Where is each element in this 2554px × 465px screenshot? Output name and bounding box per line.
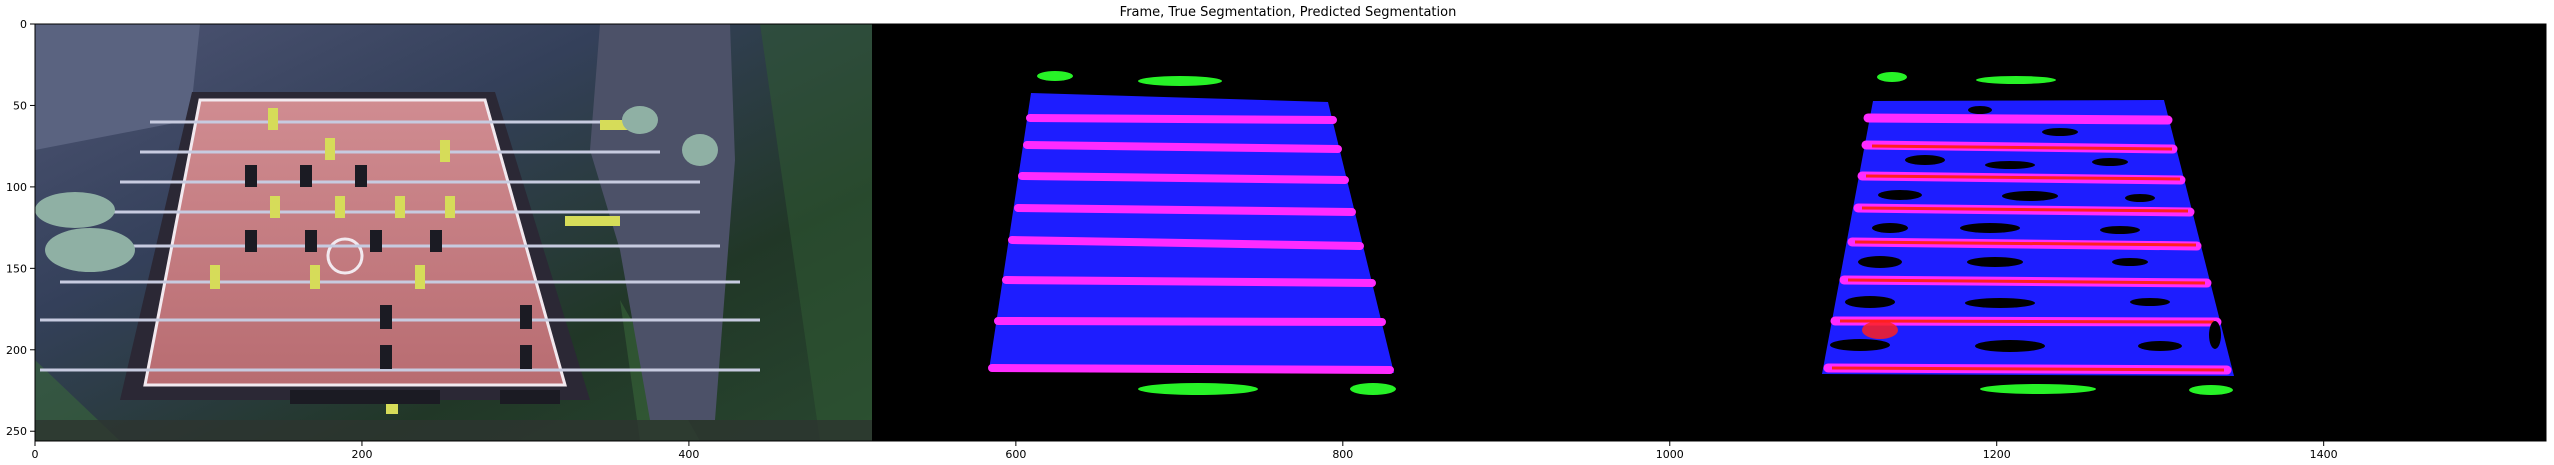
x-tick-label: 400 [678,448,699,461]
y-tick-label: 100 [6,181,27,194]
frame-panel [35,24,872,441]
true-rod-stripes [988,114,1394,374]
true-edge-markers [1037,71,1396,395]
true-table-region [989,93,1394,373]
axes-frame [34,23,2547,442]
x-tick-label: 800 [1332,448,1353,461]
field-lines [143,98,567,387]
x-tick-label: 1200 [1983,448,2011,461]
predicted-segmentation-panel [1822,72,2234,395]
x-tick-label: 1400 [2310,448,2338,461]
center-circle [326,237,364,275]
figure-title: Frame, True Segmentation, Predicted Segm… [1120,5,1457,20]
x-tick-label: 600 [1005,448,1026,461]
y-axis: 0 50 100 150 200 250 [6,18,35,438]
pred-table-region [1822,100,2234,376]
y-tick-label: 50 [13,99,27,112]
person-left [35,24,200,150]
x-tick-label: 1000 [1656,448,1684,461]
true-segmentation-panel [988,71,1396,395]
black-players [245,165,560,404]
pred-red-blob [1862,321,1898,339]
y-tick-label: 200 [6,344,27,357]
x-tick-label: 0 [32,448,39,461]
y-tick-label: 0 [20,18,27,31]
yellow-players [210,108,640,414]
pred-noise-holes [1830,106,2221,352]
hands [35,106,718,272]
x-tick-label: 200 [351,448,372,461]
plot-area [34,23,2547,442]
y-tick-label: 250 [6,425,27,438]
x-axis: 0 200 400 600 800 1000 1200 1400 [32,441,2338,461]
pred-edge-markers [1877,72,2233,395]
frame-rods [40,120,760,372]
pred-rod-cores [1831,144,2225,372]
y-tick-label: 150 [6,262,27,275]
